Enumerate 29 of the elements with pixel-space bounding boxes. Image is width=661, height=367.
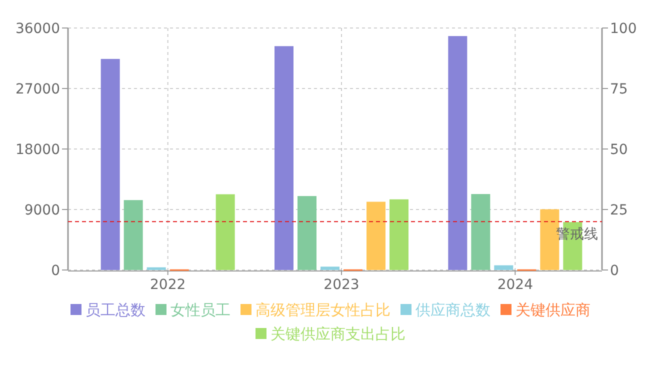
legend-label: 女性员工	[170, 301, 230, 319]
x-tick-label: 2023	[324, 277, 360, 293]
y2-tick-label: 100	[610, 21, 637, 37]
bar	[124, 200, 143, 270]
legend-label: 员工总数	[86, 301, 146, 319]
legend-label: 关键供应商	[516, 301, 590, 319]
x-tick-label: 2024	[497, 277, 534, 293]
y2-tick-label: 75	[610, 82, 628, 98]
bar	[100, 58, 120, 270]
y-tick-label: 18000	[15, 142, 60, 158]
bar	[298, 196, 316, 270]
bar	[448, 36, 468, 270]
bar	[390, 199, 408, 270]
bar	[494, 265, 514, 270]
y2-tick-label: 50	[610, 142, 628, 158]
legend-label: 供应商总数	[416, 301, 490, 319]
y-tick-label: 0	[51, 263, 60, 279]
bar	[216, 194, 235, 270]
bar	[471, 194, 490, 270]
x-tick-label: 2022	[150, 277, 186, 293]
bar	[320, 266, 340, 270]
bar	[146, 267, 166, 270]
y2-tick-label: 0	[610, 263, 619, 279]
bar	[274, 46, 294, 270]
y2-tick-label: 25	[610, 202, 628, 218]
y-tick-label: 27000	[15, 82, 60, 98]
y-tick-label: 9000	[24, 202, 60, 218]
bar	[366, 202, 386, 270]
y-tick-label: 36000	[15, 21, 60, 37]
